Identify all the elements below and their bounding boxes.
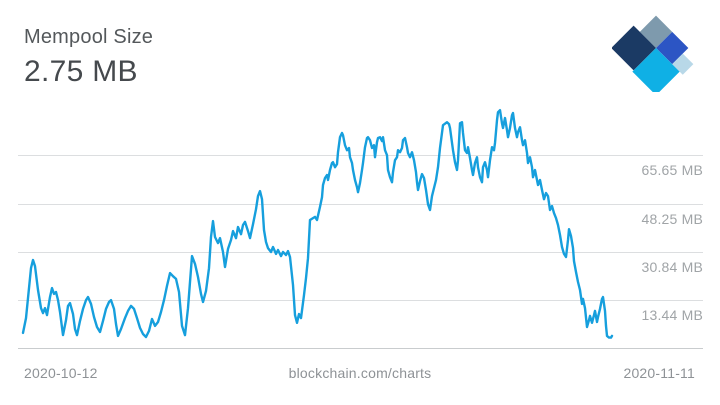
page-title: Mempool Size xyxy=(24,26,154,48)
y-tick-label-4: 13.44 MB xyxy=(641,307,703,323)
x-axis-baseline xyxy=(18,348,703,349)
y-tick-label-1: 65.65 MB xyxy=(641,162,703,178)
gridline-30-84 xyxy=(18,252,703,253)
logo-square-pale xyxy=(672,53,694,75)
y-tick-label-2: 48.25 MB xyxy=(641,211,703,227)
y-tick-label-3: 30.84 MB xyxy=(641,259,703,275)
blockchain-logo[interactable] xyxy=(611,4,700,96)
gridline-13-44 xyxy=(18,300,703,301)
gridline-65-65 xyxy=(18,155,703,156)
x-axis-start-date: 2020-10-12 xyxy=(24,365,98,381)
gridline-48-25 xyxy=(18,204,703,205)
x-axis-end-date: 2020-11-11 xyxy=(623,365,695,381)
chart-header: Mempool Size 2.75 MB xyxy=(24,26,153,89)
current-value: 2.75 MB xyxy=(24,55,138,88)
logo-square-cyan xyxy=(632,48,680,96)
mempool-line-series xyxy=(21,108,614,339)
logo-square-slate xyxy=(639,15,673,48)
watermark-link[interactable]: blockchain.com/charts xyxy=(288,365,432,381)
blockchain-logo-icon xyxy=(611,15,694,96)
